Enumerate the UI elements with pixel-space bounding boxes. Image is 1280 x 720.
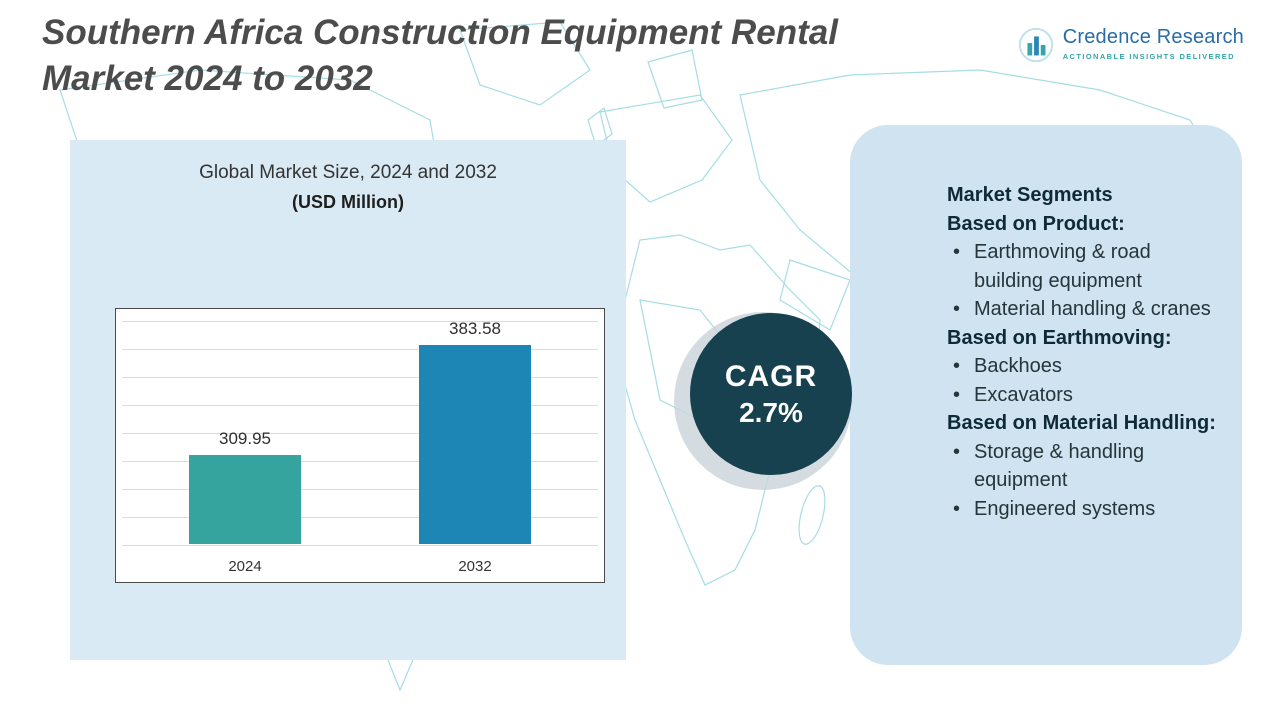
page-title-line1: Southern Africa Construction Equipment R…: [42, 13, 838, 52]
page-title-line2: Market 2024 to 2032: [42, 58, 373, 98]
x-axis-label-2024: 2024: [228, 558, 262, 575]
chart-panel: Global Market Size, 2024 and 2032 (USD M…: [70, 140, 626, 660]
bar: 309.95: [189, 429, 301, 544]
bar-chart: 309.95 383.58 2024 2032: [115, 308, 605, 583]
segment-item: Material handling & cranes: [947, 295, 1218, 324]
chart-title: Global Market Size, 2024 and 2032: [199, 162, 497, 183]
segment-item: Excavators: [947, 381, 1218, 410]
x-axis-label-2032: 2032: [458, 558, 492, 575]
chart-subtitle: (USD Million): [292, 192, 404, 212]
logo-name: Credence Research: [1062, 26, 1244, 48]
segments-content: Market Segments Based on Product: Earthm…: [947, 181, 1218, 523]
cagr-circle: CAGR 2.7%: [690, 313, 852, 475]
cagr-value: 2.7%: [739, 396, 803, 428]
segment-heading: Based on Material Handling:: [947, 412, 1216, 434]
logo-tagline: Actionable Insights Delivered: [1062, 52, 1235, 61]
plot-area: 309.95 383.58: [124, 319, 596, 544]
segment-item: Earthmoving & road building equipment: [947, 238, 1218, 295]
page-title: Southern Africa Construction Equipment R…: [42, 10, 1042, 101]
bar: 383.58: [419, 319, 531, 544]
bar-value-2024: 309.95: [219, 429, 271, 448]
segment-item: Engineered systems: [947, 495, 1218, 524]
segments-panel: Market Segments Based on Product: Earthm…: [850, 125, 1242, 665]
logo-text-block: Credence Research Actionable Insights De…: [1063, 26, 1244, 61]
credence-research-logo: Credence Research Actionable Insights De…: [1017, 26, 1244, 64]
credence-logo-icon: [1018, 27, 1053, 63]
segment-item: Backhoes: [947, 352, 1218, 381]
bar-value-2032: 383.58: [449, 319, 501, 338]
segments-title: Market Segments: [947, 184, 1113, 206]
segment-heading: Based on Product:: [947, 212, 1125, 235]
segment-heading: Based on Earthmoving:: [947, 326, 1172, 349]
cagr-label: CAGR: [724, 359, 818, 393]
segment-item: Storage & handling equipment: [947, 438, 1218, 495]
